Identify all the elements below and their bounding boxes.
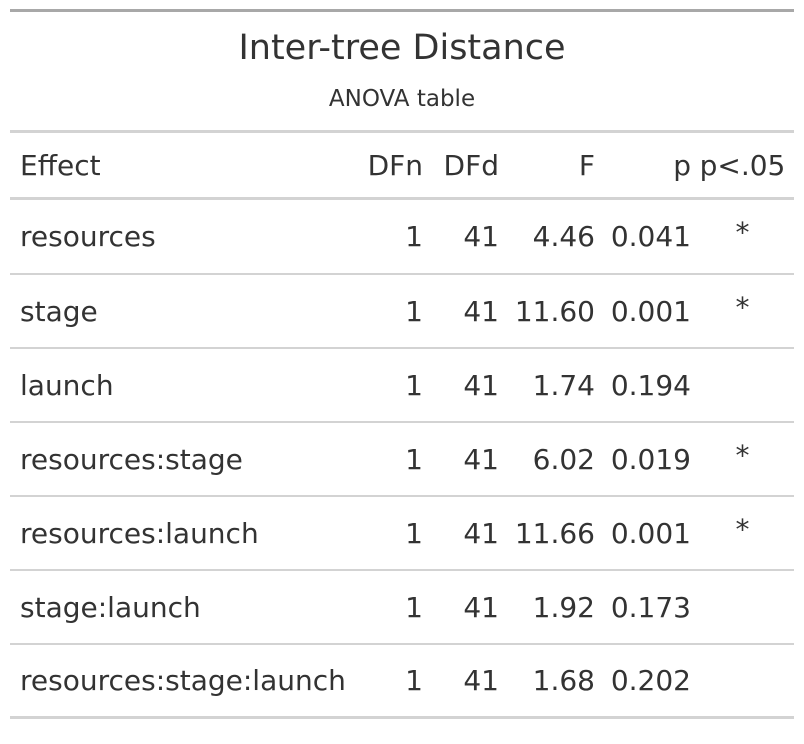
column-header-significance: p<.05 [699,148,786,182]
dfn-cell: 1 [405,664,423,697]
dfn-cell: 1 [405,294,423,328]
p-cell: 0.173 [610,590,691,624]
significance-cell: * [735,438,750,472]
f-cell: 1.68 [532,664,595,697]
p-cell: 0.202 [610,664,691,697]
significance-cell: * [735,216,750,249]
table-row: stage 1 41 11.60 0.001 * [10,275,794,349]
heading-rule [10,130,794,133]
significance-cell: * [735,512,750,546]
column-header-dfd: DFd [443,148,499,182]
effect-cell: resources [20,220,156,253]
dfn-cell: 1 [405,220,423,253]
p-cell: 0.041 [610,220,691,253]
table-subtitle: ANOVA table [328,86,476,112]
top-rule [10,9,794,12]
effect-cell: resources:stage:launch [20,664,346,697]
table-row: launch 1 41 1.74 0.194 [10,349,794,423]
effect-cell: resources:launch [20,516,259,550]
p-cell: 0.001 [610,294,691,328]
effect-cell: launch [20,368,114,402]
table-row: stage:launch 1 41 1.92 0.173 [10,571,794,645]
table-row: resources:launch 1 41 11.66 0.001 * [10,497,794,571]
effect-cell: stage:launch [20,590,201,624]
f-cell: 11.66 [514,516,595,550]
dfd-cell: 41 [463,368,499,402]
column-header-p: p [673,148,691,182]
significance-cell: * [735,290,750,324]
dfd-cell: 41 [463,590,499,624]
f-cell: 6.02 [532,442,595,476]
dfd-cell: 41 [463,294,499,328]
p-cell: 0.019 [610,442,691,476]
table-row: resources 1 41 4.46 0.041 * [10,200,794,275]
p-cell: 0.001 [610,516,691,550]
p-cell: 0.194 [610,368,691,402]
effect-cell: stage [20,294,98,328]
dfd-cell: 41 [463,516,499,550]
dfd-cell: 41 [463,220,499,253]
f-cell: 4.46 [532,220,595,253]
dfn-cell: 1 [405,516,423,550]
effect-cell: resources:stage [20,442,243,476]
column-header-effect: Effect [20,148,101,182]
table-row: resources:stage 1 41 6.02 0.019 * [10,423,794,497]
dfd-cell: 41 [463,664,499,697]
table-row: resources:stage:launch 1 41 1.68 0.202 [10,645,794,719]
anova-table: Inter-tree Distance ANOVA table Effect D… [10,9,794,719]
dfn-cell: 1 [405,368,423,402]
column-header-dfn: DFn [367,148,423,182]
dfn-cell: 1 [405,590,423,624]
f-cell: 1.74 [532,368,595,402]
dfn-cell: 1 [405,442,423,476]
dfd-cell: 41 [463,442,499,476]
f-cell: 11.60 [514,294,595,328]
f-cell: 1.92 [532,590,595,624]
table-title: Inter-tree Distance [238,28,566,68]
column-header-f: F [578,148,595,182]
column-header-row: Effect DFn DFd F p p<.05 [10,133,794,200]
